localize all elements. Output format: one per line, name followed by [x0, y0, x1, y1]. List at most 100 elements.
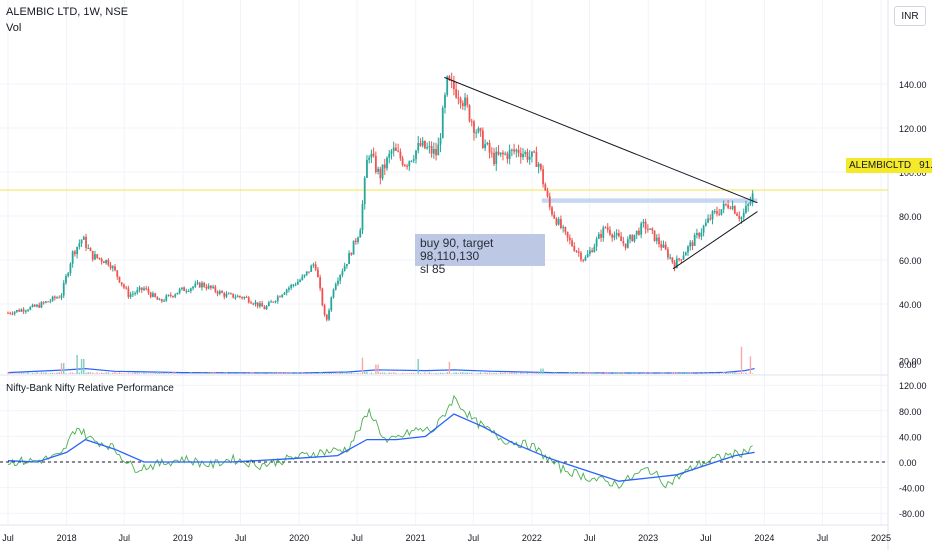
volume-bar	[375, 364, 377, 374]
candle-body	[522, 153, 524, 158]
volume-bar	[551, 372, 553, 374]
indicator-title[interactable]: Nifty-Bank Nifty Relative Performance	[6, 383, 174, 394]
candle-body	[363, 177, 366, 205]
candle-body	[580, 252, 582, 260]
candle-body	[687, 246, 689, 253]
candle-body	[7, 312, 9, 314]
candle-body	[42, 302, 45, 304]
candle-body	[156, 297, 159, 300]
candle-body	[600, 233, 602, 238]
candle-body	[486, 142, 489, 145]
volume-bar	[203, 372, 205, 374]
volume-bar	[555, 372, 558, 374]
time-tick-label: 2022	[522, 533, 542, 543]
volume-bar	[40, 372, 43, 374]
candle-body	[577, 251, 580, 253]
volume-bar	[406, 373, 408, 374]
candle-body	[45, 301, 47, 303]
volume-bar	[323, 373, 326, 374]
volume-bar	[729, 373, 732, 374]
trade-note[interactable]: buy 90, target 98,110,130 sl 85	[415, 234, 545, 276]
volume-bar	[722, 371, 725, 374]
symbol-title[interactable]: ALEMBIC LTD, 1W, NSE	[6, 6, 129, 18]
candle-body	[640, 223, 643, 235]
currency-button[interactable]: INR	[894, 6, 926, 26]
volume-bar	[350, 372, 353, 374]
volume-bar	[214, 372, 217, 374]
volume-bar	[609, 372, 611, 374]
candle-body	[359, 230, 362, 238]
candle-body	[374, 156, 377, 172]
candle-body	[716, 211, 718, 214]
volume-bar	[145, 373, 147, 374]
candle-body	[13, 311, 16, 314]
volume-bar	[743, 373, 745, 374]
candle-body	[134, 292, 136, 294]
volume-bar	[7, 372, 9, 374]
candle-body	[230, 293, 232, 295]
volume-bar	[314, 372, 317, 374]
candle-body	[178, 289, 181, 293]
candle-body	[276, 296, 279, 302]
volume-bar	[575, 372, 578, 374]
candle-body	[256, 302, 259, 307]
volume-bar	[515, 372, 518, 374]
volume-bar	[330, 373, 332, 374]
volume-bar	[468, 372, 471, 374]
volume-bar	[395, 372, 397, 374]
candle-body	[528, 156, 531, 160]
volume-bar	[651, 372, 654, 374]
candle-body	[388, 153, 391, 158]
volume-bar	[471, 372, 473, 374]
volume-bar	[448, 361, 451, 374]
candle-body	[114, 266, 116, 271]
volume-bar	[192, 372, 194, 374]
candle-body	[263, 306, 266, 310]
candle-body	[406, 165, 408, 167]
volume-bar	[60, 363, 63, 374]
trendline-ascending-support	[672, 211, 758, 270]
candle-body	[649, 228, 651, 230]
volume-bar	[25, 373, 27, 374]
volume-bar	[671, 372, 674, 374]
volume-bar	[317, 373, 319, 374]
candle-body	[542, 169, 544, 185]
candle-body	[102, 261, 105, 264]
volume-bar	[591, 372, 593, 374]
trendlines[interactable]	[444, 76, 758, 270]
candle-body	[484, 144, 487, 149]
volume-tick-label: 20.00	[899, 356, 922, 366]
volume-bar	[127, 372, 130, 374]
candle-body	[464, 97, 466, 107]
candle-body	[82, 236, 85, 240]
volume-bar	[49, 372, 52, 374]
candle-body	[390, 151, 393, 154]
volume-bar	[152, 373, 154, 374]
volume-bar	[384, 372, 386, 374]
candle-body	[606, 227, 609, 230]
candle-body	[452, 80, 455, 90]
volume-bar	[283, 373, 286, 374]
volume-ma-line	[7, 367, 755, 374]
volume-bar	[18, 373, 20, 374]
volume-bar	[377, 364, 379, 374]
volume-bar	[274, 373, 277, 374]
candle-body	[428, 146, 431, 148]
candle-body	[517, 149, 520, 154]
candle-body	[613, 235, 616, 238]
candle-body	[481, 130, 484, 149]
volume-bar	[172, 372, 174, 374]
volume-bar	[533, 372, 535, 374]
time-tick-label: Jul	[584, 533, 596, 543]
candle-body	[203, 282, 206, 287]
candle-body	[40, 302, 43, 308]
candle-body	[477, 128, 480, 133]
volume-bar	[495, 372, 497, 374]
candle-body	[653, 230, 656, 241]
candle-body	[212, 286, 215, 288]
candle-body	[720, 209, 723, 215]
candle-body	[432, 148, 435, 154]
volume-label[interactable]: Vol	[6, 22, 22, 34]
candle-body	[118, 276, 121, 283]
